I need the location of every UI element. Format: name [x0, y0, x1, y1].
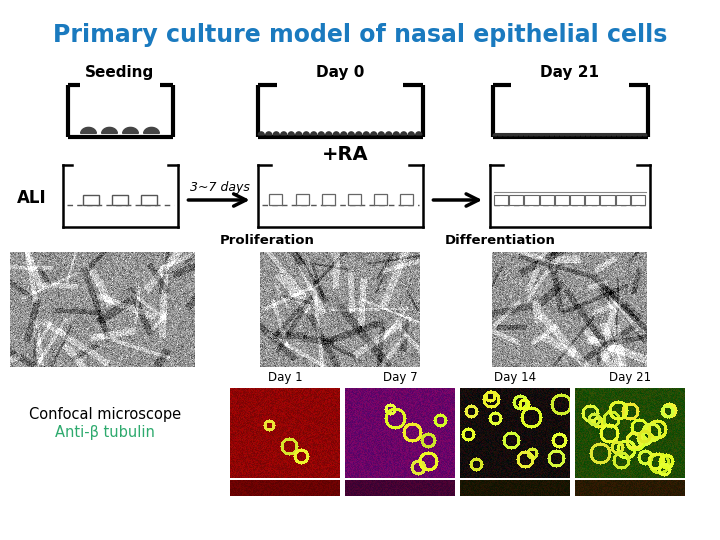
Polygon shape: [318, 132, 324, 135]
Text: Day 7: Day 7: [383, 372, 418, 384]
Bar: [524, 195, 539, 205]
Polygon shape: [534, 134, 539, 136]
Bar: [295, 194, 309, 205]
Polygon shape: [643, 134, 647, 136]
Polygon shape: [325, 132, 332, 135]
Polygon shape: [356, 132, 361, 135]
Polygon shape: [493, 134, 497, 136]
Polygon shape: [364, 132, 369, 135]
Polygon shape: [622, 134, 626, 136]
Bar: [570, 195, 584, 205]
Bar: [539, 195, 554, 205]
Polygon shape: [303, 132, 310, 135]
Polygon shape: [550, 134, 554, 136]
Polygon shape: [341, 132, 347, 135]
Polygon shape: [539, 134, 544, 136]
Bar: [600, 195, 615, 205]
Polygon shape: [378, 132, 384, 135]
Polygon shape: [386, 132, 392, 135]
Text: Primary culture model of nasal epithelial cells: Primary culture model of nasal epithelia…: [53, 23, 667, 47]
Polygon shape: [519, 134, 523, 136]
Polygon shape: [596, 134, 600, 136]
Polygon shape: [266, 132, 271, 135]
Bar: [494, 195, 508, 205]
Text: Day 21: Day 21: [541, 64, 600, 79]
Bar: [348, 194, 361, 205]
Polygon shape: [612, 134, 616, 136]
Polygon shape: [602, 134, 606, 136]
Polygon shape: [508, 134, 513, 136]
Polygon shape: [591, 134, 595, 136]
Bar: [374, 194, 387, 205]
Polygon shape: [348, 132, 354, 135]
Polygon shape: [576, 134, 580, 136]
Polygon shape: [258, 132, 264, 135]
Polygon shape: [638, 134, 642, 136]
Polygon shape: [408, 132, 414, 135]
Polygon shape: [498, 134, 503, 136]
Polygon shape: [503, 134, 508, 136]
Bar: [112, 195, 128, 205]
Text: Seeding: Seeding: [86, 64, 155, 79]
Bar: [631, 195, 645, 205]
Polygon shape: [333, 132, 339, 135]
Bar: [509, 195, 523, 205]
Polygon shape: [122, 127, 138, 133]
Polygon shape: [144, 127, 159, 133]
Polygon shape: [102, 127, 117, 133]
Text: +RA: +RA: [322, 145, 369, 165]
Polygon shape: [514, 134, 518, 136]
Text: Anti-β tubulin: Anti-β tubulin: [55, 426, 155, 441]
Bar: [269, 194, 282, 205]
Polygon shape: [565, 134, 570, 136]
Polygon shape: [81, 127, 96, 133]
Polygon shape: [274, 132, 279, 135]
Polygon shape: [586, 134, 590, 136]
Text: 3~7 days: 3~7 days: [190, 181, 250, 194]
Polygon shape: [555, 134, 559, 136]
Bar: [322, 194, 335, 205]
Polygon shape: [581, 134, 585, 136]
Text: Day 14: Day 14: [494, 372, 536, 384]
Polygon shape: [311, 132, 317, 135]
Polygon shape: [371, 132, 377, 135]
Bar: [400, 194, 413, 205]
Polygon shape: [545, 134, 549, 136]
Bar: [140, 195, 157, 205]
Text: ALI: ALI: [17, 189, 47, 207]
Text: Confocal microscope: Confocal microscope: [29, 408, 181, 422]
Text: Day 1: Day 1: [268, 372, 302, 384]
Bar: [555, 195, 569, 205]
Polygon shape: [560, 134, 564, 136]
Polygon shape: [524, 134, 528, 136]
Polygon shape: [529, 134, 534, 136]
Polygon shape: [617, 134, 621, 136]
Polygon shape: [570, 134, 575, 136]
Polygon shape: [288, 132, 294, 135]
Polygon shape: [393, 132, 400, 135]
Text: Differentiation: Differentiation: [444, 233, 555, 246]
Bar: [616, 195, 630, 205]
Polygon shape: [633, 134, 636, 136]
Polygon shape: [627, 134, 631, 136]
Polygon shape: [296, 132, 302, 135]
Polygon shape: [415, 132, 422, 135]
Text: Day 21: Day 21: [609, 372, 651, 384]
Text: Day 0: Day 0: [316, 64, 364, 79]
Text: Proliferation: Proliferation: [220, 233, 315, 246]
Polygon shape: [607, 134, 611, 136]
Bar: [84, 195, 99, 205]
Polygon shape: [401, 132, 407, 135]
Polygon shape: [281, 132, 287, 135]
Bar: [585, 195, 600, 205]
